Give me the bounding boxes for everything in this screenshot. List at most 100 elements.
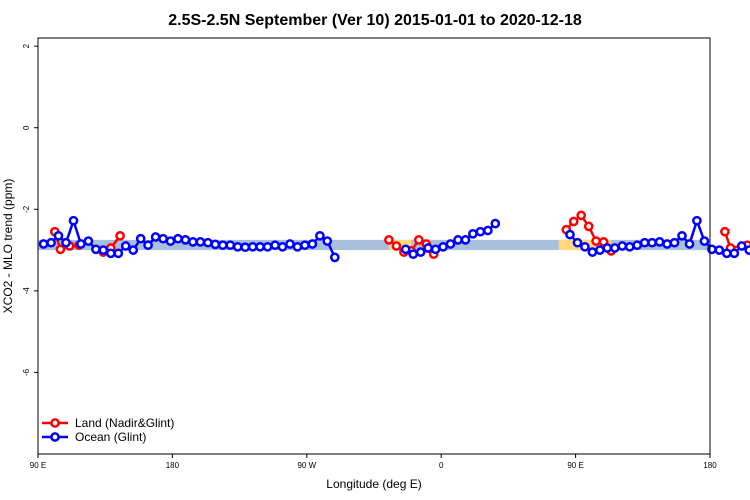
series-1 bbox=[38, 215, 750, 263]
y-tick-label-2: -2 bbox=[22, 205, 31, 213]
series-1-point-2-23 bbox=[736, 241, 747, 251]
series-1-point-1-5 bbox=[438, 241, 448, 252]
x-tick-label-5: 180 bbox=[703, 461, 717, 470]
series-1-point-0-36 bbox=[307, 239, 318, 249]
series-0-point-3-4 bbox=[591, 236, 601, 246]
legend: Land (Nadir&Glint)Ocean (Glint) bbox=[42, 416, 174, 444]
y-tick-label-3: -4 bbox=[22, 287, 31, 295]
legend-label-1: Ocean (Glint) bbox=[75, 430, 146, 444]
series-1-point-0-17 bbox=[165, 236, 176, 246]
series-1-point-2-24 bbox=[744, 245, 750, 255]
plot-frame bbox=[37, 37, 711, 455]
series-1-point-1-7 bbox=[453, 235, 463, 245]
series-1-point-1-6 bbox=[445, 239, 456, 249]
series-1-point-2-20 bbox=[714, 245, 725, 255]
legend-marker-1 bbox=[50, 432, 60, 442]
y-tick-label-0: 2 bbox=[22, 43, 31, 48]
series-1-point-0-27 bbox=[240, 242, 251, 253]
series-1-point-0-13 bbox=[135, 233, 146, 244]
series-1-point-2-13 bbox=[662, 239, 672, 249]
series-1-point-0-28 bbox=[247, 241, 258, 252]
series-1-point-2-7 bbox=[617, 241, 628, 251]
series-1-point-2-17 bbox=[692, 215, 702, 226]
series-1-point-0-4 bbox=[68, 215, 79, 226]
series-1-point-0-0 bbox=[38, 239, 49, 249]
series-1-point-0-15 bbox=[150, 232, 161, 242]
series-1-point-0-21 bbox=[195, 237, 206, 247]
series-1-point-0-1 bbox=[46, 237, 56, 248]
series-0-point-2-1 bbox=[391, 241, 402, 251]
series-1-point-2-22 bbox=[729, 248, 740, 259]
series-0-point-1-2 bbox=[115, 230, 125, 241]
series-0-point-3-1 bbox=[568, 216, 579, 227]
x-tick-label-1: 180 bbox=[166, 461, 180, 470]
series-1-point-0-18 bbox=[173, 233, 183, 244]
series-0-point-2-4 bbox=[413, 235, 424, 245]
series-1-point-0-5 bbox=[76, 239, 86, 249]
series-1-point-1-11 bbox=[483, 225, 493, 236]
series-1-point-2-0 bbox=[565, 229, 575, 240]
series-1-point-0-34 bbox=[292, 241, 303, 252]
series-1-point-0-25 bbox=[225, 240, 236, 251]
x-axis: 90 E 180 90 W 0 90 E 180 bbox=[30, 454, 717, 470]
band-rect bbox=[38, 239, 710, 251]
series-1-point-1-9 bbox=[468, 228, 478, 239]
series-1-point-2-10 bbox=[639, 237, 650, 248]
series-1-point-0-37 bbox=[315, 230, 325, 241]
series-1-point-1-10 bbox=[475, 226, 486, 237]
series-1-point-2-2 bbox=[580, 241, 590, 252]
series-1-point-2-15 bbox=[677, 230, 687, 241]
series-1-point-1-0 bbox=[400, 244, 411, 255]
series-1-point-0-31 bbox=[270, 240, 280, 251]
legend-marker-0 bbox=[50, 418, 60, 428]
x-axis-label: Longitude (deg E) bbox=[326, 477, 421, 491]
series-1-point-0-6 bbox=[83, 236, 94, 246]
series-1-point-0-14 bbox=[143, 240, 153, 251]
series-1-point-2-11 bbox=[647, 237, 657, 248]
series-1-point-0-10 bbox=[113, 248, 124, 259]
series-0-point-0-1 bbox=[55, 244, 66, 255]
x-tick-label-2: 90 W bbox=[297, 461, 316, 470]
series-1-point-0-26 bbox=[232, 241, 243, 252]
series-1-point-0-39 bbox=[329, 252, 340, 263]
series-0-point-3-2 bbox=[576, 210, 587, 221]
series-1-point-0-11 bbox=[120, 241, 131, 251]
series-1-point-0-38 bbox=[322, 236, 333, 246]
series-1-point-0-33 bbox=[285, 239, 295, 249]
series-1-point-2-16 bbox=[684, 239, 695, 249]
y-tick-label-4: -6 bbox=[22, 368, 31, 376]
series-1-point-0-24 bbox=[217, 240, 228, 251]
series-0-point-3-3 bbox=[583, 221, 594, 232]
series-1-point-2-3 bbox=[587, 247, 598, 257]
legend-label-0: Land (Nadir&Glint) bbox=[75, 416, 174, 430]
series-1-point-0-8 bbox=[98, 245, 109, 255]
series-1-point-0-35 bbox=[300, 240, 310, 251]
series-1-point-2-14 bbox=[669, 237, 680, 248]
series-1-point-2-1 bbox=[572, 237, 583, 248]
series-0-point-2-0 bbox=[384, 235, 394, 245]
series-1-point-2-9 bbox=[632, 240, 643, 251]
series-1-point-1-12 bbox=[490, 218, 501, 229]
series-1-point-0-3 bbox=[61, 237, 71, 248]
series-layer bbox=[38, 210, 750, 263]
y-tick-label-1: 0 bbox=[22, 125, 31, 130]
series-1-point-2-8 bbox=[624, 241, 635, 252]
series-1-point-1-3 bbox=[423, 243, 433, 253]
x-tick-label-0: 90 E bbox=[30, 461, 46, 470]
series-1-point-0-29 bbox=[255, 241, 265, 252]
series-1-point-0-30 bbox=[262, 241, 273, 252]
series-1-point-2-4 bbox=[595, 245, 605, 255]
series-1-point-0-7 bbox=[91, 244, 101, 255]
series-1-point-0-32 bbox=[277, 241, 288, 252]
x-tick-label-3: 0 bbox=[439, 461, 444, 470]
series-0-point-4-0 bbox=[720, 226, 730, 237]
series-1-point-2-6 bbox=[609, 243, 620, 253]
series-1-point-0-23 bbox=[210, 239, 221, 250]
series-1-point-1-8 bbox=[460, 235, 471, 245]
series-1-point-0-19 bbox=[180, 235, 191, 245]
series-1-point-2-21 bbox=[721, 248, 732, 259]
series-1-point-0-2 bbox=[53, 230, 64, 241]
series-1-point-1-4 bbox=[430, 244, 441, 255]
x-tick-label-4: 90 E bbox=[567, 461, 583, 470]
chart-title: 2.5S-2.5N September (Ver 10) 2015-01-01 … bbox=[168, 12, 582, 29]
